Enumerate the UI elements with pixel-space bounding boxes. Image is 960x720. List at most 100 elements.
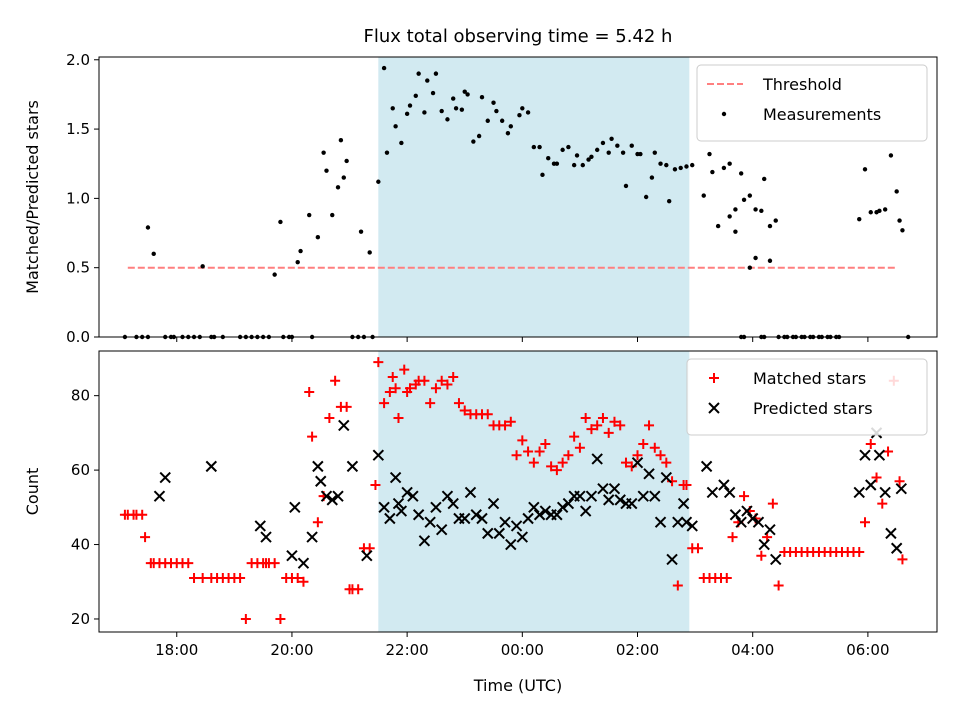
data-point [890, 542, 903, 554]
data-point [638, 151, 643, 157]
data-point [510, 520, 523, 532]
data-point [389, 471, 402, 484]
data-point [727, 161, 732, 166]
data-point [677, 497, 690, 510]
data-point [681, 479, 692, 490]
data-point [312, 517, 323, 528]
data-point [459, 405, 470, 416]
data-point [589, 154, 594, 160]
data-point [879, 486, 891, 499]
data-point [304, 386, 315, 397]
data-point [767, 223, 773, 229]
data-point [298, 248, 303, 254]
legend-marker [708, 402, 720, 414]
data-point [661, 457, 672, 468]
data-point [620, 150, 626, 155]
data-point [644, 420, 655, 431]
data-point [376, 179, 381, 184]
data-point [516, 531, 529, 543]
data-point [470, 509, 482, 521]
data-point [275, 613, 286, 624]
data-point [753, 255, 758, 261]
data-point [476, 133, 482, 139]
data-point [315, 475, 327, 487]
data-point [580, 162, 585, 168]
legend: Matched stars Predicted stars [686, 358, 928, 436]
data-point [615, 420, 626, 431]
data-point [752, 516, 765, 528]
data-point [865, 479, 877, 491]
data-point [658, 161, 663, 166]
data-point [888, 153, 894, 158]
data-point [860, 517, 871, 528]
data-point [609, 136, 614, 141]
data-point [721, 165, 727, 171]
data-point [591, 453, 603, 465]
data-point [189, 573, 200, 584]
data-point [727, 532, 738, 543]
data-point [600, 140, 606, 146]
data-point [620, 457, 631, 468]
data-point [718, 479, 730, 491]
data-point [361, 549, 373, 562]
data-point [159, 471, 171, 484]
data-point [758, 538, 770, 551]
legend-box [686, 358, 928, 436]
data-point [877, 208, 882, 214]
data-point [235, 573, 246, 584]
data-point [603, 427, 614, 438]
data-point [399, 364, 410, 375]
chart-title: Flux total observing time = 5.42 h [364, 26, 673, 47]
data-point [649, 442, 660, 453]
data-point [649, 490, 661, 502]
legend: Threshold Measurements [696, 64, 928, 142]
data-point [306, 531, 318, 543]
data-point [727, 214, 732, 219]
data-point [753, 207, 758, 212]
data-point [686, 520, 698, 532]
axes-frame [98, 350, 938, 633]
data-point [399, 140, 404, 146]
data-point [741, 505, 753, 517]
data-point [551, 509, 563, 521]
data-point [741, 197, 747, 202]
data-point [883, 446, 894, 457]
data-point [603, 494, 615, 506]
data-point [395, 505, 408, 517]
data-point [523, 446, 534, 457]
data-point [379, 398, 390, 409]
data-point [393, 412, 404, 423]
data-point [200, 264, 205, 269]
data-point [404, 111, 410, 117]
data-point [297, 557, 310, 569]
data-point [505, 538, 517, 551]
data-point [392, 497, 405, 510]
data-point [580, 412, 591, 423]
data-point [637, 490, 649, 502]
data-point [680, 516, 693, 528]
data-point [418, 535, 431, 547]
data-point [413, 93, 418, 99]
data-point [330, 212, 335, 218]
data-point [606, 150, 611, 155]
data-point [767, 258, 773, 263]
data-point [341, 401, 352, 412]
data-point [269, 558, 280, 569]
data-point [254, 520, 266, 532]
data-point [462, 89, 467, 94]
data-point [320, 490, 333, 502]
data-point [721, 573, 732, 584]
data-point [560, 147, 565, 153]
data-point [436, 375, 447, 386]
data-point [326, 494, 338, 506]
data-point [894, 189, 899, 194]
data-point [608, 483, 621, 495]
data-point [767, 498, 778, 509]
data-point [278, 219, 283, 225]
data-point [335, 185, 341, 190]
data-point [312, 460, 324, 473]
observing-span [378, 351, 690, 632]
data-point [614, 494, 626, 506]
data-point [459, 107, 465, 112]
data-point [520, 106, 525, 111]
